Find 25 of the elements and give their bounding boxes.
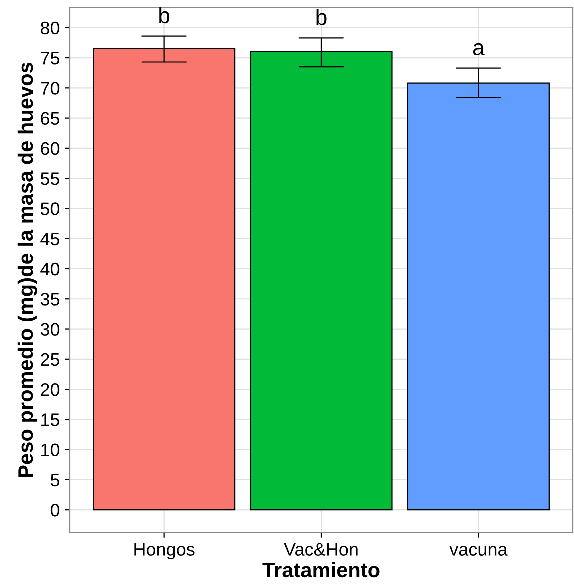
y-tick-label: 25 (41, 353, 60, 366)
y-tick-label: 50 (40, 202, 60, 216)
x-axis-title: Tratamiento (262, 562, 380, 578)
annotation: b (160, 7, 170, 24)
y-tick-label: 40 (40, 262, 60, 276)
y-tick-label: 75 (41, 52, 60, 65)
y-tick-label: 70 (41, 82, 60, 95)
y-tick-label: 10 (42, 444, 60, 457)
y-tick-label: 45 (40, 232, 60, 246)
y-tick-label: 30 (40, 323, 60, 336)
y-tick-label: 80 (40, 22, 60, 35)
y-tick-label: 55 (40, 172, 60, 186)
x-tick-label: Vac&Hon (284, 543, 358, 556)
annotation: b (316, 9, 327, 26)
y-tick-label: 60 (41, 142, 60, 156)
y-tick-label: 35 (40, 293, 60, 306)
y-axis-title: Peso promedio (mg)de la masa de huevos (18, 62, 38, 478)
y-tick-label: 0 (50, 504, 60, 517)
x-tick-label: vacuna (450, 546, 508, 556)
annotation: a (473, 43, 485, 56)
x-tick-label: Hongos (134, 543, 195, 560)
y-tick-label: 15 (42, 414, 60, 426)
y-tick-label: 5 (50, 474, 60, 487)
y-tick-label: 20 (41, 383, 60, 396)
y-tick-label: 65 (41, 112, 60, 126)
